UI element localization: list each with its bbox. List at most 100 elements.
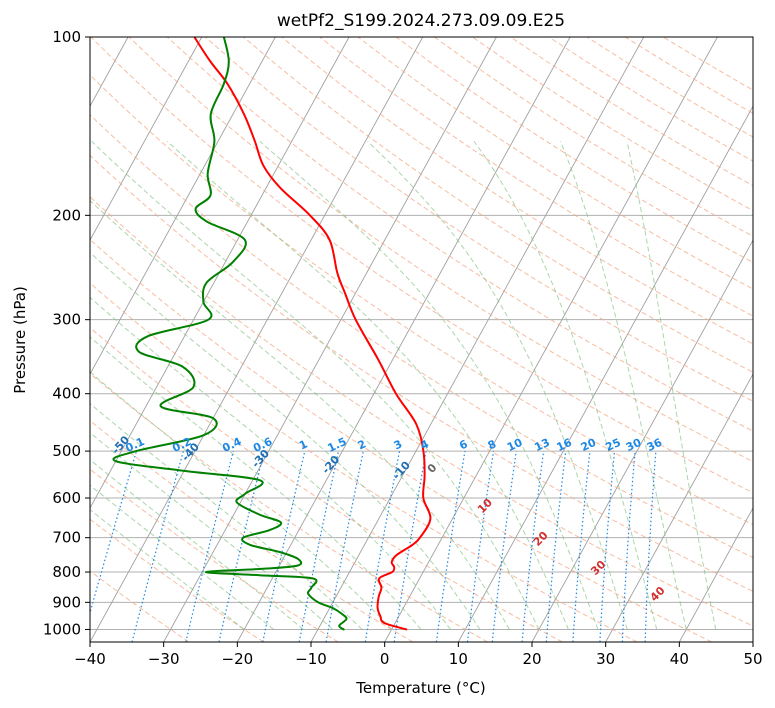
isotherm-line xyxy=(310,37,645,642)
isotherm-line xyxy=(90,37,276,376)
moist-adiabat-line xyxy=(473,141,658,630)
mixing-ratio-line xyxy=(262,450,306,642)
isotherm-lines xyxy=(90,37,753,642)
mixing-ratio-label: 3 xyxy=(392,437,404,452)
dry-adiabat-line xyxy=(90,372,488,642)
y-tick-label-300: 300 xyxy=(52,311,81,329)
x-axis-ticks: −40 −30 −20 −10 0 10 20 30 40 50 xyxy=(74,642,763,668)
y-tick-label-700: 700 xyxy=(52,529,81,547)
moist-adiabat-line xyxy=(90,403,363,630)
x-tick-label--20: −20 xyxy=(222,650,254,668)
x-tick-label-0: 0 xyxy=(380,650,390,668)
mixing-ratio-label: 30 xyxy=(624,436,644,454)
x-axis-label: Temperature (°C) xyxy=(355,679,485,697)
dry-adiabat-line xyxy=(586,37,753,138)
y-tick-label-900: 900 xyxy=(52,593,81,611)
moist-adiabat-line xyxy=(90,336,422,630)
y-tick-label-800: 800 xyxy=(52,563,81,581)
isotherm-line xyxy=(678,507,753,642)
mixing-ratio-label: 25 xyxy=(603,436,622,454)
moist-adiabat-line xyxy=(626,141,717,630)
dry-adiabat-line xyxy=(90,570,190,642)
mixing-ratio-label: 1.5 xyxy=(325,435,348,455)
dry-adiabat-line xyxy=(90,238,712,642)
isotherm-line xyxy=(384,37,718,642)
mixing-ratio-line xyxy=(435,450,466,642)
moist-adiabat-line xyxy=(90,296,451,630)
isotherm-line xyxy=(90,37,350,509)
isotherm-line xyxy=(90,37,203,242)
moist-adiabat-line xyxy=(90,459,304,630)
dry-adiabat-line xyxy=(90,468,339,642)
pressure-gridlines xyxy=(90,37,753,630)
y-tick-label-400: 400 xyxy=(52,385,81,403)
mixing-ratio-line xyxy=(466,451,495,642)
profile-series xyxy=(112,37,432,631)
x-tick-label-10: 10 xyxy=(449,650,468,668)
isotherm-line xyxy=(90,37,424,642)
mixing-ratio-line xyxy=(325,450,364,642)
moist-adiabat-label: 10 xyxy=(475,496,495,516)
mixing-ratio-lines xyxy=(90,450,657,642)
x-tick-label-40: 40 xyxy=(670,650,689,668)
x-tick-label--10: −10 xyxy=(295,650,327,668)
y-tick-label-600: 600 xyxy=(52,489,81,507)
plot-area: 0.10.20.40.611.52346810131620253036-100-… xyxy=(90,37,753,642)
dry-adiabat-line xyxy=(662,37,753,91)
y-axis-label: Pressure (hPa) xyxy=(11,286,29,394)
mixing-ratio-line xyxy=(572,451,591,642)
mixing-ratio-line xyxy=(621,451,636,642)
isotherm-line xyxy=(531,239,753,642)
moist-adiabat-line xyxy=(91,140,540,630)
y-tick-label-100: 100 xyxy=(52,28,81,46)
dry-adiabat-line xyxy=(243,37,753,373)
moist-adiabat-line xyxy=(90,199,510,630)
moist-adiabat-line xyxy=(90,508,245,630)
mixing-ratio-line xyxy=(298,450,340,642)
mixing-ratio-line xyxy=(491,451,517,642)
dry-adiabat-line xyxy=(166,37,753,432)
chart-title: wetPf2_S199.2024.273.09.09.E25 xyxy=(277,11,565,31)
isotherm-line xyxy=(236,37,571,642)
mixing-ratio-label: 20 xyxy=(579,436,599,454)
mixing-ratio-label: 2 xyxy=(356,437,368,452)
moist-adiabat-line xyxy=(367,140,628,630)
mixing-ratio-label: 10 xyxy=(505,436,525,454)
x-tick-label--30: −30 xyxy=(148,650,180,668)
mixing-ratio-label: 36 xyxy=(645,436,665,454)
dry-adiabat-line xyxy=(90,282,638,642)
moist-adiabat-label: 40 xyxy=(648,584,668,604)
mixing-ratio-line xyxy=(90,450,138,615)
dry-adiabat-line xyxy=(90,420,414,642)
mixing-ratio-label: 16 xyxy=(555,436,575,454)
dry-adiabat-line xyxy=(281,37,753,345)
isotherm-line xyxy=(163,37,497,642)
dry-adiabat-line xyxy=(395,37,753,263)
x-tick-label-20: 20 xyxy=(522,650,541,668)
mixing-ratio-label: 4 xyxy=(418,437,431,452)
dry-adiabat-line xyxy=(90,518,264,642)
temperature-profile-line xyxy=(193,37,432,631)
mixing-ratio-label: 6 xyxy=(457,437,470,452)
x-tick-label-30: 30 xyxy=(596,650,615,668)
moist-adiabat-line xyxy=(259,140,599,630)
y-tick-label-500: 500 xyxy=(52,442,81,460)
x-tick-label-50: 50 xyxy=(743,650,762,668)
dry-adiabat-line xyxy=(128,37,753,463)
x-tick-label--40: −40 xyxy=(74,650,106,668)
moist-adiabat-line xyxy=(90,251,481,630)
moist-adiabat-label: 0 xyxy=(425,461,440,476)
y-tick-label-1000: 1000 xyxy=(43,620,81,638)
plot-frame xyxy=(89,36,754,643)
isotherm-line xyxy=(605,373,753,642)
dry-adiabat-line xyxy=(90,196,753,627)
moist-adiabat-line xyxy=(166,140,569,630)
mixing-ratio-line xyxy=(545,451,567,642)
mixing-ratio-line xyxy=(131,450,184,642)
mixing-ratio-label: 1 xyxy=(297,437,309,452)
dry-adiabat-line xyxy=(90,154,753,592)
mixing-ratio-label: 0.4 xyxy=(220,435,243,455)
mixing-ratio-label: 13 xyxy=(532,436,551,454)
dry-adiabat-line xyxy=(90,327,563,642)
